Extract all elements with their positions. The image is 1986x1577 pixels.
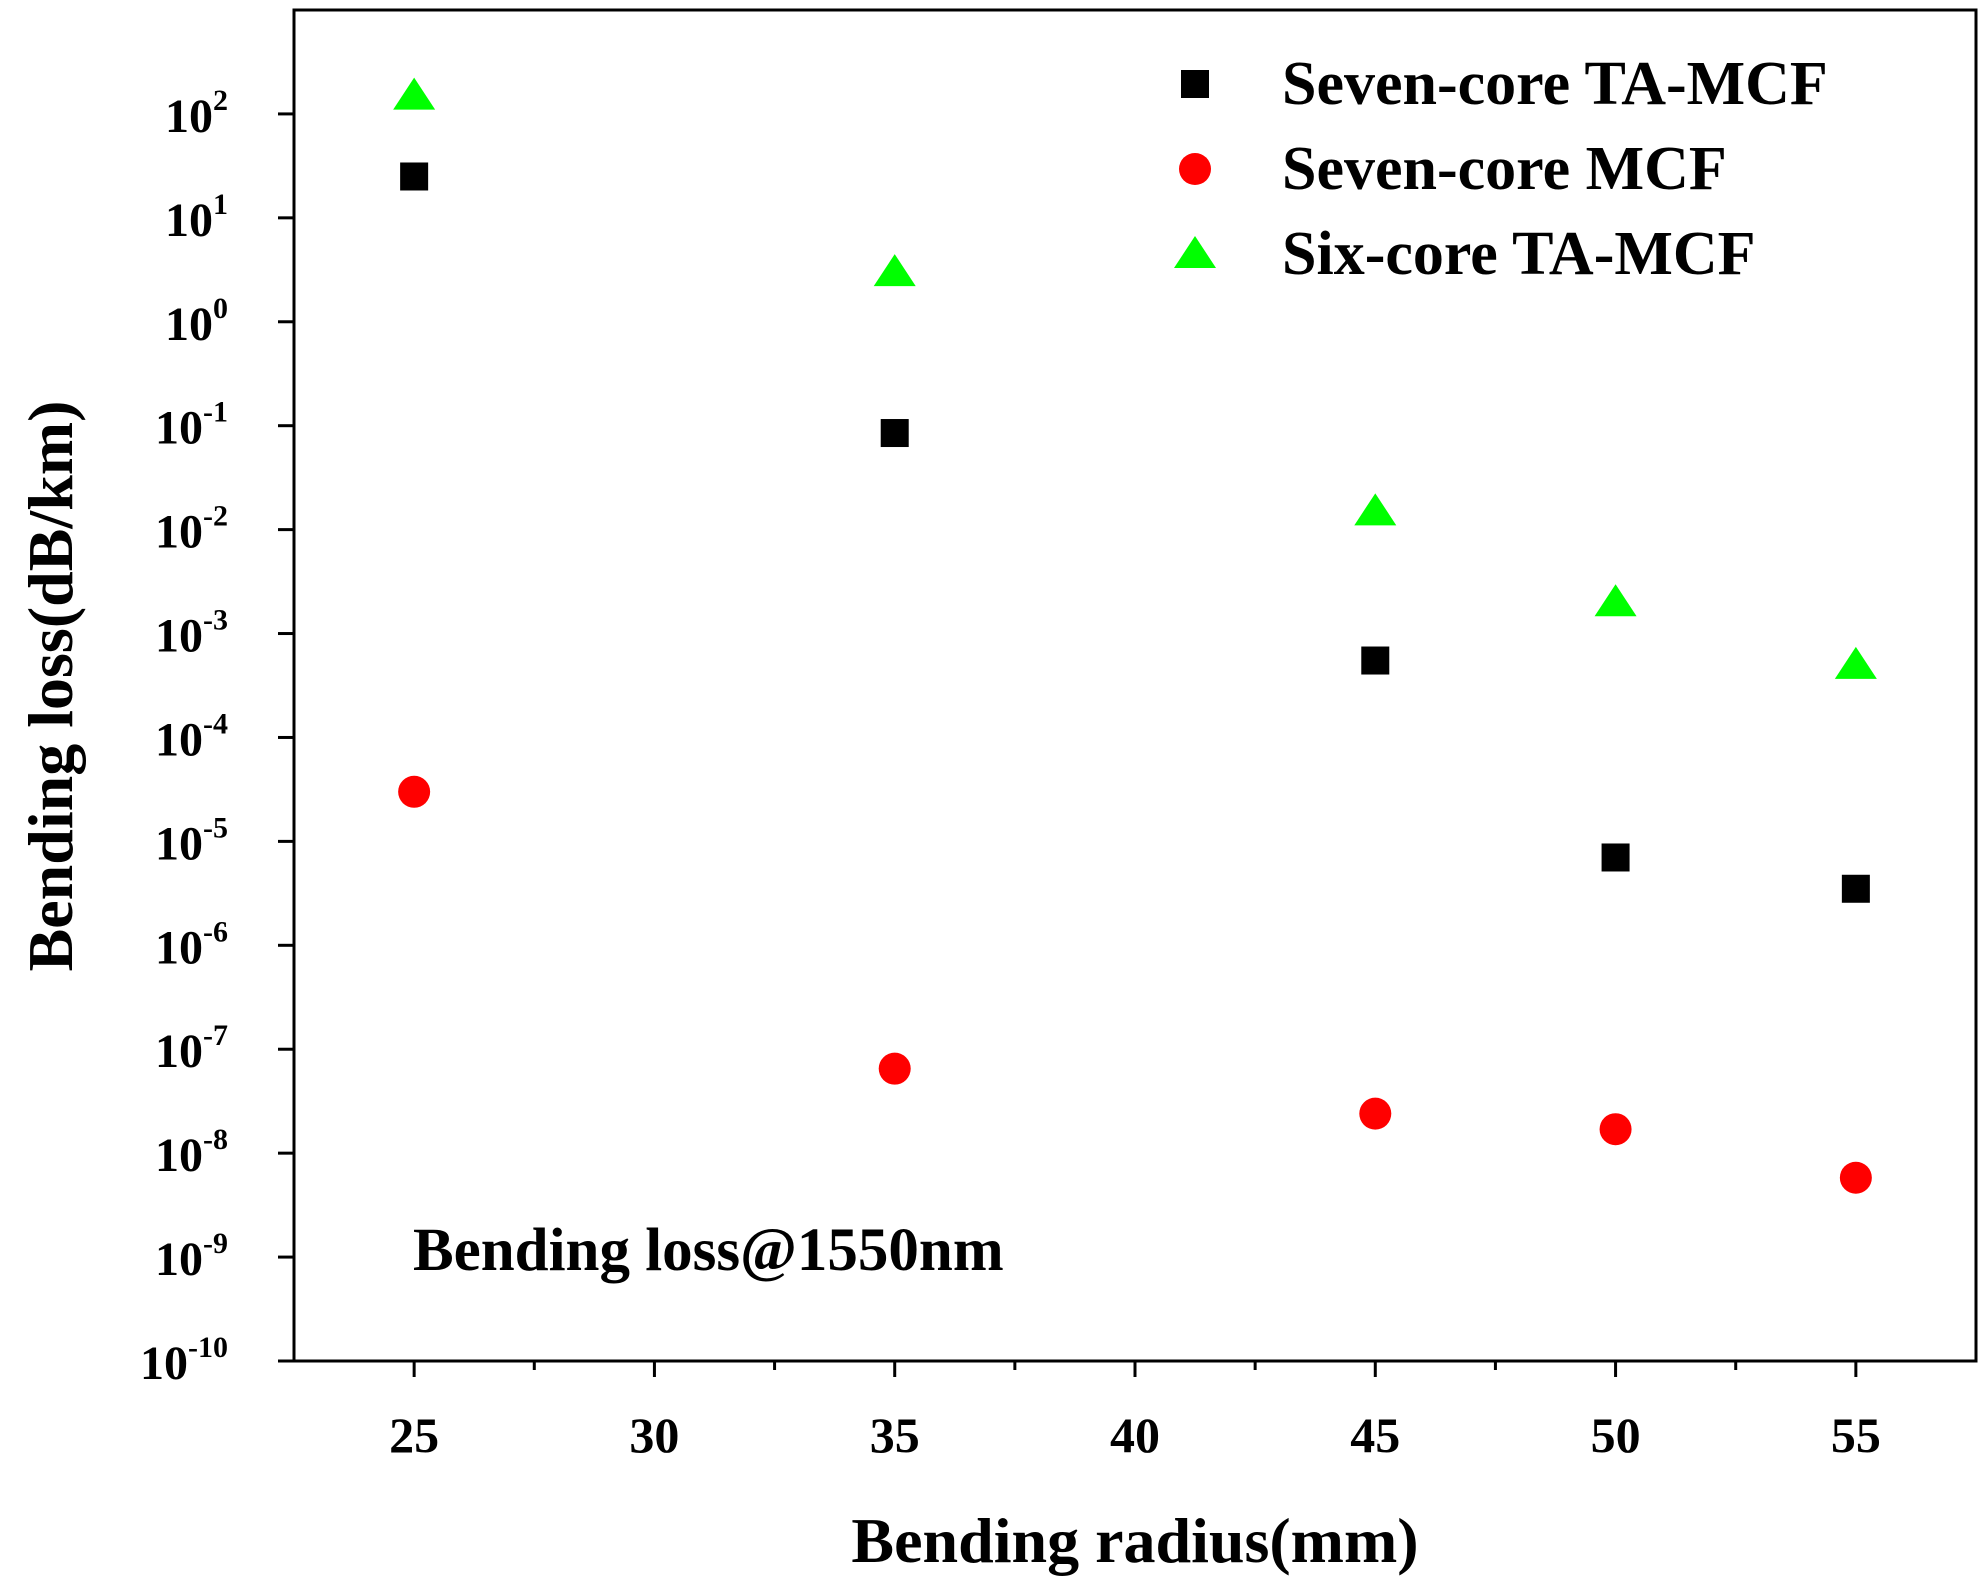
data-point-square bbox=[400, 162, 429, 191]
x-tick-label: 30 bbox=[629, 1407, 679, 1463]
legend-label: Six-core TA-MCF bbox=[1282, 220, 1756, 288]
x-tick-label: 55 bbox=[1831, 1407, 1881, 1463]
legend-item: Seven-core TA-MCF bbox=[1181, 50, 1828, 118]
y-axis-ticks: 102 101 100 10-1 10-2 10-3 10-4 10-5 10-6 10-7 10-… bbox=[140, 84, 294, 1390]
data-point-triangle bbox=[1834, 646, 1877, 679]
data-point-triangle bbox=[393, 77, 436, 110]
x-tick-label: 25 bbox=[389, 1407, 439, 1463]
y-tick-label: 100 bbox=[165, 292, 228, 351]
data-point-circle bbox=[1359, 1097, 1392, 1130]
data-point-square bbox=[1361, 646, 1390, 675]
y-tick-label: 10-10 bbox=[140, 1331, 228, 1390]
y-tick-label: 10-2 bbox=[155, 500, 228, 559]
y-tick-label: 10-3 bbox=[155, 604, 228, 663]
x-tick-label: 50 bbox=[1591, 1407, 1641, 1463]
legend-label: Seven-core MCF bbox=[1282, 135, 1727, 203]
y-tick-label: 10-4 bbox=[155, 707, 228, 766]
data-point-circle bbox=[878, 1052, 911, 1085]
legend-marker-triangle bbox=[1174, 236, 1216, 268]
x-axis-ticks: 25 30 35 40 45 50 55 bbox=[389, 1361, 1881, 1463]
data-point-circle bbox=[1839, 1161, 1872, 1194]
data-point-triangle bbox=[1594, 584, 1637, 617]
data-point-triangle bbox=[1354, 493, 1397, 526]
chart-annotation: Bending loss@1550nm bbox=[413, 1217, 1004, 1284]
x-tick-label: 35 bbox=[870, 1407, 920, 1463]
y-tick-label: 10-5 bbox=[155, 811, 228, 870]
y-tick-label: 10-9 bbox=[155, 1227, 228, 1286]
data-point-circle bbox=[398, 775, 431, 808]
y-tick-label: 102 bbox=[165, 84, 228, 143]
data-point-circle bbox=[1599, 1113, 1632, 1146]
data-point-triangle bbox=[873, 254, 916, 287]
y-tick-label: 10-7 bbox=[155, 1019, 228, 1078]
legend-marker-circle bbox=[1179, 153, 1211, 185]
legend-marker-square bbox=[1181, 70, 1209, 98]
y-tick-label: 101 bbox=[165, 188, 228, 247]
legend-label: Seven-core TA-MCF bbox=[1282, 50, 1828, 118]
data-point-square bbox=[1601, 843, 1630, 872]
y-axis-label: Bending loss(dB/km) bbox=[15, 401, 86, 972]
y-tick-label: 10-1 bbox=[155, 396, 228, 455]
data-point-square bbox=[880, 419, 909, 448]
x-tick-label: 40 bbox=[1110, 1407, 1160, 1463]
legend-item: Six-core TA-MCF bbox=[1174, 220, 1756, 288]
data-marks bbox=[393, 77, 1877, 1194]
y-tick-label: 10-6 bbox=[155, 915, 228, 974]
legend-item: Seven-core MCF bbox=[1179, 135, 1727, 203]
legend: Seven-core TA-MCF Seven-core MCF Six-core … bbox=[1174, 50, 1828, 288]
data-point-square bbox=[1841, 874, 1870, 903]
x-axis-label: Bending radius(mm) bbox=[851, 1505, 1418, 1576]
x-tick-label: 45 bbox=[1350, 1407, 1400, 1463]
y-tick-label: 10-8 bbox=[155, 1123, 228, 1182]
